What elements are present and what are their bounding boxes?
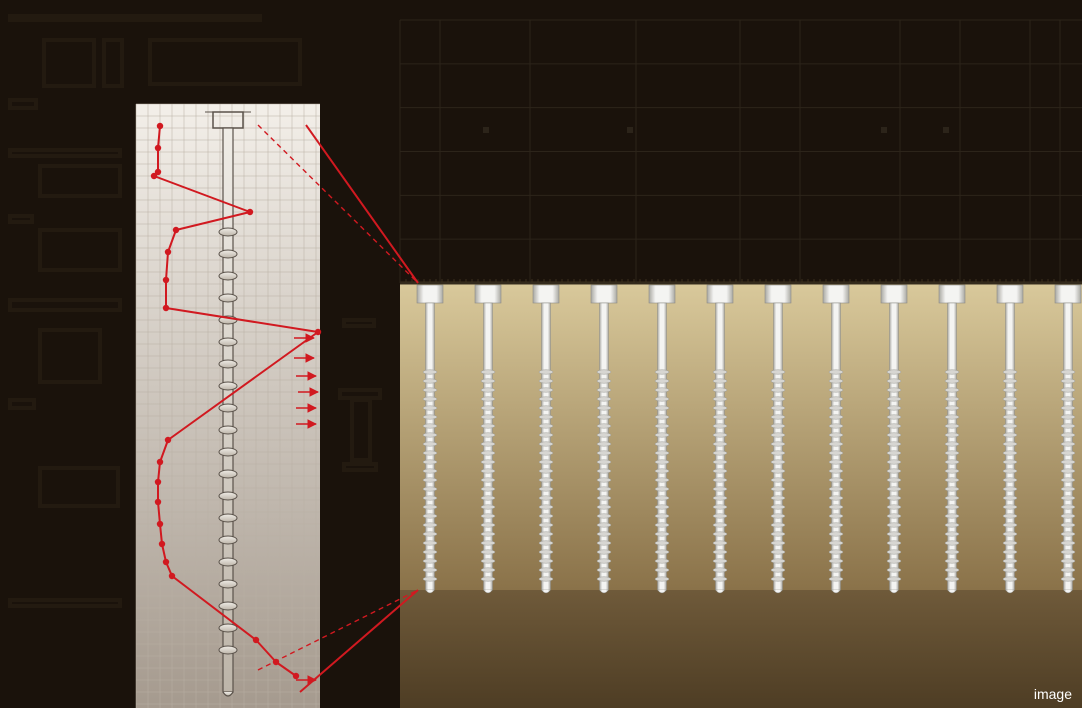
boring-log-panel [136,104,321,708]
image-caption: image [1034,686,1072,702]
diagram-root: image [0,0,1082,708]
diagram-svg [0,0,1082,708]
